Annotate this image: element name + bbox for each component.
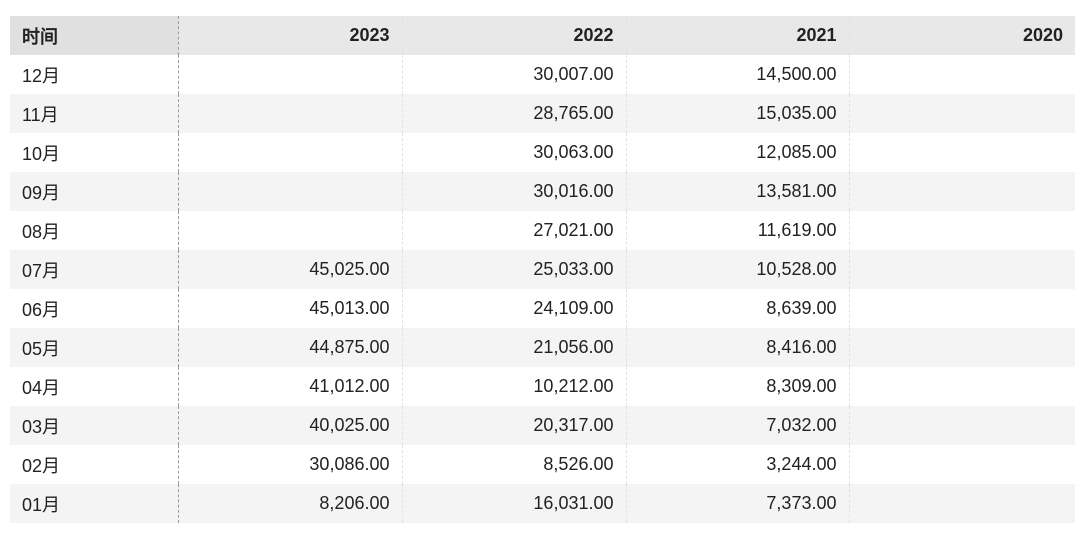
cell-2020 [849,55,1075,94]
cell-2022: 16,031.00 [402,484,627,523]
cell-month: 09月 [10,172,179,211]
cell-2021: 11,619.00 [626,211,850,250]
cell-2022: 24,109.00 [402,289,627,328]
cell-month: 03月 [10,406,179,445]
cell-2020 [849,484,1075,523]
table-row: 07月 45,025.00 25,033.00 10,528.00 [10,250,1075,289]
column-header-2020[interactable]: 2020 [849,16,1075,55]
cell-month: 05月 [10,328,179,367]
table-row: 06月 45,013.00 24,109.00 8,639.00 [10,289,1075,328]
cell-2022: 10,212.00 [402,367,627,406]
cell-2022: 30,016.00 [402,172,627,211]
cell-2020 [849,94,1075,133]
table-row: 11月 28,765.00 15,035.00 [10,94,1075,133]
table-row: 09月 30,016.00 13,581.00 [10,172,1075,211]
cell-month: 07月 [10,250,179,289]
cell-2020 [849,250,1075,289]
cell-2021: 15,035.00 [626,94,850,133]
cell-2021: 8,416.00 [626,328,850,367]
data-table: 时间 2023 2022 2021 2020 12月 30,007.00 14,… [10,16,1075,523]
cell-2022: 25,033.00 [402,250,627,289]
cell-month: 02月 [10,445,179,484]
table-row: 04月 41,012.00 10,212.00 8,309.00 [10,367,1075,406]
cell-month: 01月 [10,484,179,523]
data-table-container: 时间 2023 2022 2021 2020 12月 30,007.00 14,… [10,16,1075,523]
cell-month: 04月 [10,367,179,406]
cell-2020 [849,406,1075,445]
cell-2021: 10,528.00 [626,250,850,289]
cell-2023 [178,55,403,94]
table-row: 01月 8,206.00 16,031.00 7,373.00 [10,484,1075,523]
cell-month: 10月 [10,133,179,172]
cell-2020 [849,172,1075,211]
column-header-time[interactable]: 时间 [10,16,179,55]
cell-month: 08月 [10,211,179,250]
cell-2023: 40,025.00 [178,406,403,445]
column-header-2023[interactable]: 2023 [178,16,403,55]
table-body: 12月 30,007.00 14,500.00 11月 28,765.00 15… [10,55,1075,523]
cell-2020 [849,133,1075,172]
table-row: 10月 30,063.00 12,085.00 [10,133,1075,172]
cell-2022: 21,056.00 [402,328,627,367]
cell-2023 [178,172,403,211]
cell-2022: 28,765.00 [402,94,627,133]
cell-2022: 8,526.00 [402,445,627,484]
column-header-2021[interactable]: 2021 [626,16,850,55]
column-header-2022[interactable]: 2022 [402,16,627,55]
cell-2023 [178,211,403,250]
table-row: 05月 44,875.00 21,056.00 8,416.00 [10,328,1075,367]
cell-2021: 14,500.00 [626,55,850,94]
cell-2021: 8,309.00 [626,367,850,406]
cell-2022: 30,063.00 [402,133,627,172]
cell-2023: 45,013.00 [178,289,403,328]
cell-2021: 3,244.00 [626,445,850,484]
cell-month: 11月 [10,94,179,133]
table-row: 02月 30,086.00 8,526.00 3,244.00 [10,445,1075,484]
cell-2021: 7,032.00 [626,406,850,445]
cell-2023: 30,086.00 [178,445,403,484]
table-row: 03月 40,025.00 20,317.00 7,032.00 [10,406,1075,445]
cell-2023: 41,012.00 [178,367,403,406]
cell-2021: 7,373.00 [626,484,850,523]
cell-2023: 45,025.00 [178,250,403,289]
table-header-row: 时间 2023 2022 2021 2020 [10,16,1075,55]
cell-2020 [849,289,1075,328]
cell-month: 12月 [10,55,179,94]
cell-2020 [849,328,1075,367]
cell-2022: 30,007.00 [402,55,627,94]
cell-month: 06月 [10,289,179,328]
cell-2022: 27,021.00 [402,211,627,250]
cell-2021: 12,085.00 [626,133,850,172]
cell-2023: 8,206.00 [178,484,403,523]
cell-2021: 13,581.00 [626,172,850,211]
cell-2020 [849,367,1075,406]
cell-2021: 8,639.00 [626,289,850,328]
table-row: 08月 27,021.00 11,619.00 [10,211,1075,250]
cell-2023 [178,94,403,133]
cell-2022: 20,317.00 [402,406,627,445]
cell-2023 [178,133,403,172]
cell-2020 [849,445,1075,484]
cell-2023: 44,875.00 [178,328,403,367]
cell-2020 [849,211,1075,250]
table-row: 12月 30,007.00 14,500.00 [10,55,1075,94]
